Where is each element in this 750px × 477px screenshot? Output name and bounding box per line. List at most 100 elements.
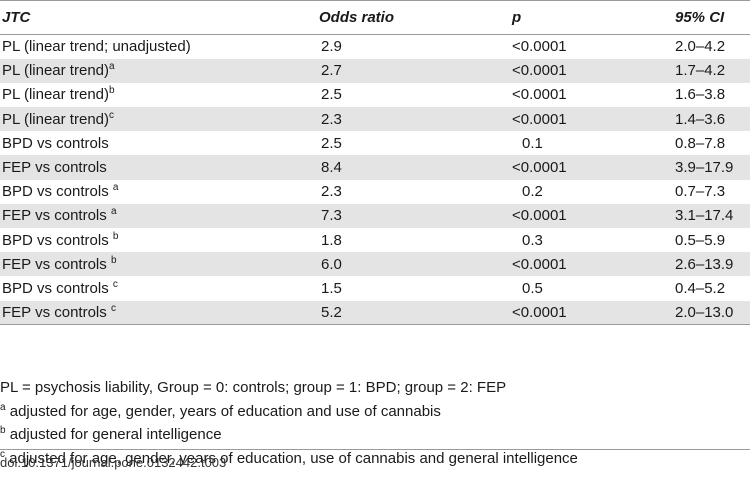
row-label: PL (linear trend): [2, 86, 109, 104]
cell-odds-ratio: 1.8: [321, 231, 342, 249]
footnote-mark: a: [110, 206, 117, 218]
footnote-mark: a: [0, 401, 6, 413]
divider: [0, 449, 750, 450]
table-row: PL (linear trend)c 2.3 <0.0001 1.4–3.6: [0, 107, 750, 132]
cell-95-ci: 0.5–5.9: [675, 231, 726, 249]
cell-95-ci: 2.6–13.9: [675, 252, 750, 277]
cell-jtc: BPD vs controls b: [0, 228, 317, 252]
cell-odds-ratio: 2.9: [321, 38, 342, 56]
cell-odds-ratio: 2.5: [321, 134, 342, 152]
footnote-mark: c: [110, 302, 116, 314]
row-label: BPD vs controls: [2, 279, 113, 297]
footnote-c: c adjusted for age, gender, years of edu…: [0, 447, 750, 471]
footnote-b: b adjusted for general intelligence: [0, 423, 750, 447]
cell-p: <0.0001: [510, 252, 675, 277]
table-row: FEP vs controls b 6.0 <0.0001 2.6–13.9: [0, 252, 750, 277]
cell-jtc: FEP vs controls: [0, 155, 317, 180]
cell-95-ci: 1.7–4.2: [675, 58, 750, 83]
doi-link[interactable]: doi:10.1371/journal.pone.0132442.t003: [0, 455, 227, 470]
cell-odds-ratio: 6.0: [317, 252, 510, 277]
cell-95-ci: 1.6–3.8: [675, 86, 726, 104]
cell-jtc: BPD vs controls c: [0, 276, 317, 300]
footnote-mark: c: [0, 448, 5, 460]
cell-jtc: PL (linear trend)a: [0, 58, 317, 83]
cell-95-ci: 2.0–13.0: [675, 300, 750, 326]
cell-p: 0.3: [522, 231, 543, 249]
footnote-mark: a: [109, 61, 115, 73]
table-row: FEP vs controls c 5.2 <0.0001 2.0–13.0: [0, 300, 750, 326]
table-row: PL (linear trend; unadjusted) 2.9 <0.0001 2…: [0, 35, 750, 59]
header-jtc: JTC: [0, 0, 317, 35]
cell-odds-ratio: 2.3: [321, 183, 342, 201]
row-label: BPD vs controls: [2, 134, 109, 152]
row-label: PL (linear trend): [2, 62, 109, 80]
table-row: BPD vs controls 2.5 0.1 0.8–7.8: [0, 131, 750, 155]
cell-p: <0.0001: [512, 86, 567, 104]
footnote-mark: b: [112, 230, 119, 242]
footnote-mark: a: [112, 182, 119, 194]
cell-odds-ratio: 2.7: [317, 58, 510, 83]
footnote-text: adjusted for age, gender, years of educa…: [5, 402, 441, 420]
cell-p: 0.2: [522, 183, 543, 201]
table-row: BPD vs controls c 1.5 0.5 0.4–5.2: [0, 276, 750, 300]
footnote-text: adjusted for age, gender, years of educa…: [5, 449, 578, 467]
table-body: PL (linear trend; unadjusted) 2.9 <0.0001 2…: [0, 35, 750, 326]
cell-95-ci: 0.7–7.3: [675, 183, 726, 201]
table-row: PL (linear trend)a 2.7 <0.0001 1.7–4.2: [0, 58, 750, 83]
cell-odds-ratio: 8.4: [317, 155, 510, 180]
table-notes: PL = psychosis liability, Group = 0: con…: [0, 376, 750, 470]
cell-jtc: FEP vs controls b: [0, 252, 317, 277]
legend-note: PL = psychosis liability, Group = 0: con…: [0, 379, 507, 396]
footnote-mark: b: [109, 85, 115, 97]
table-row: FEP vs controls 8.4 <0.0001 3.9–17.9: [0, 155, 750, 180]
cell-odds-ratio: 7.3: [317, 203, 510, 228]
cell-jtc: BPD vs controls: [0, 131, 317, 155]
table-row: BPD vs controls b 1.8 0.3 0.5–5.9: [0, 228, 750, 252]
cell-jtc: FEP vs controls a: [0, 203, 317, 228]
cell-odds-ratio: 2.3: [317, 107, 510, 132]
row-label: PL (linear trend; unadjusted): [2, 38, 191, 56]
cell-p: <0.0001: [512, 38, 567, 56]
cell-95-ci: 2.0–4.2: [675, 38, 726, 56]
header-odds-ratio: Odds ratio: [317, 0, 510, 35]
row-label: FEP vs controls: [2, 159, 107, 177]
table-header-row: JTC Odds ratio p 95% CI: [0, 0, 750, 35]
footnote-mark: c: [112, 278, 118, 290]
cell-odds-ratio: 5.2: [317, 300, 510, 326]
cell-jtc: FEP vs controls c: [0, 300, 317, 326]
row-label: BPD vs controls: [2, 183, 113, 201]
table-row: FEP vs controls a 7.3 <0.0001 3.1–17.4: [0, 203, 750, 228]
row-label: FEP vs controls: [2, 303, 111, 321]
footnote-mark: b: [0, 425, 6, 437]
header-p: p: [510, 0, 675, 35]
header-95-ci: 95% CI: [675, 0, 750, 35]
cell-95-ci: 3.9–17.9: [675, 155, 750, 180]
table-row: BPD vs controls a 2.3 0.2 0.7–7.3: [0, 180, 750, 204]
cell-95-ci: 0.4–5.2: [675, 279, 726, 297]
results-table: JTC Odds ratio p 95% CI PL (linear trend…: [0, 0, 750, 326]
cell-odds-ratio: 1.5: [321, 279, 342, 297]
row-label: FEP vs controls: [2, 207, 111, 225]
cell-p: <0.0001: [510, 203, 675, 228]
results-table-container: JTC Odds ratio p 95% CI PL (linear trend…: [0, 0, 750, 326]
cell-jtc: PL (linear trend)b: [0, 83, 317, 107]
cell-p: <0.0001: [510, 300, 675, 326]
cell-95-ci: 0.8–7.8: [675, 134, 726, 152]
footnote-a: a adjusted for age, gender, years of edu…: [0, 400, 750, 424]
row-label: FEP vs controls: [2, 255, 111, 273]
cell-jtc: PL (linear trend)c: [0, 107, 317, 132]
cell-p: <0.0001: [510, 155, 675, 180]
footnote-mark: c: [109, 109, 114, 121]
cell-odds-ratio: 2.5: [321, 86, 342, 104]
footnote-text: adjusted for general intelligence: [5, 426, 222, 444]
cell-jtc: PL (linear trend; unadjusted): [0, 35, 317, 59]
cell-95-ci: 1.4–3.6: [675, 107, 750, 132]
row-label: BPD vs controls: [2, 231, 113, 249]
cell-95-ci: 3.1–17.4: [675, 203, 750, 228]
cell-p: <0.0001: [510, 107, 675, 132]
table-row: PL (linear trend)b 2.5 <0.0001 1.6–3.8: [0, 83, 750, 107]
footnote-mark: b: [110, 254, 117, 266]
cell-p: <0.0001: [510, 58, 675, 83]
cell-jtc: BPD vs controls a: [0, 180, 317, 204]
row-label: PL (linear trend): [2, 110, 109, 128]
